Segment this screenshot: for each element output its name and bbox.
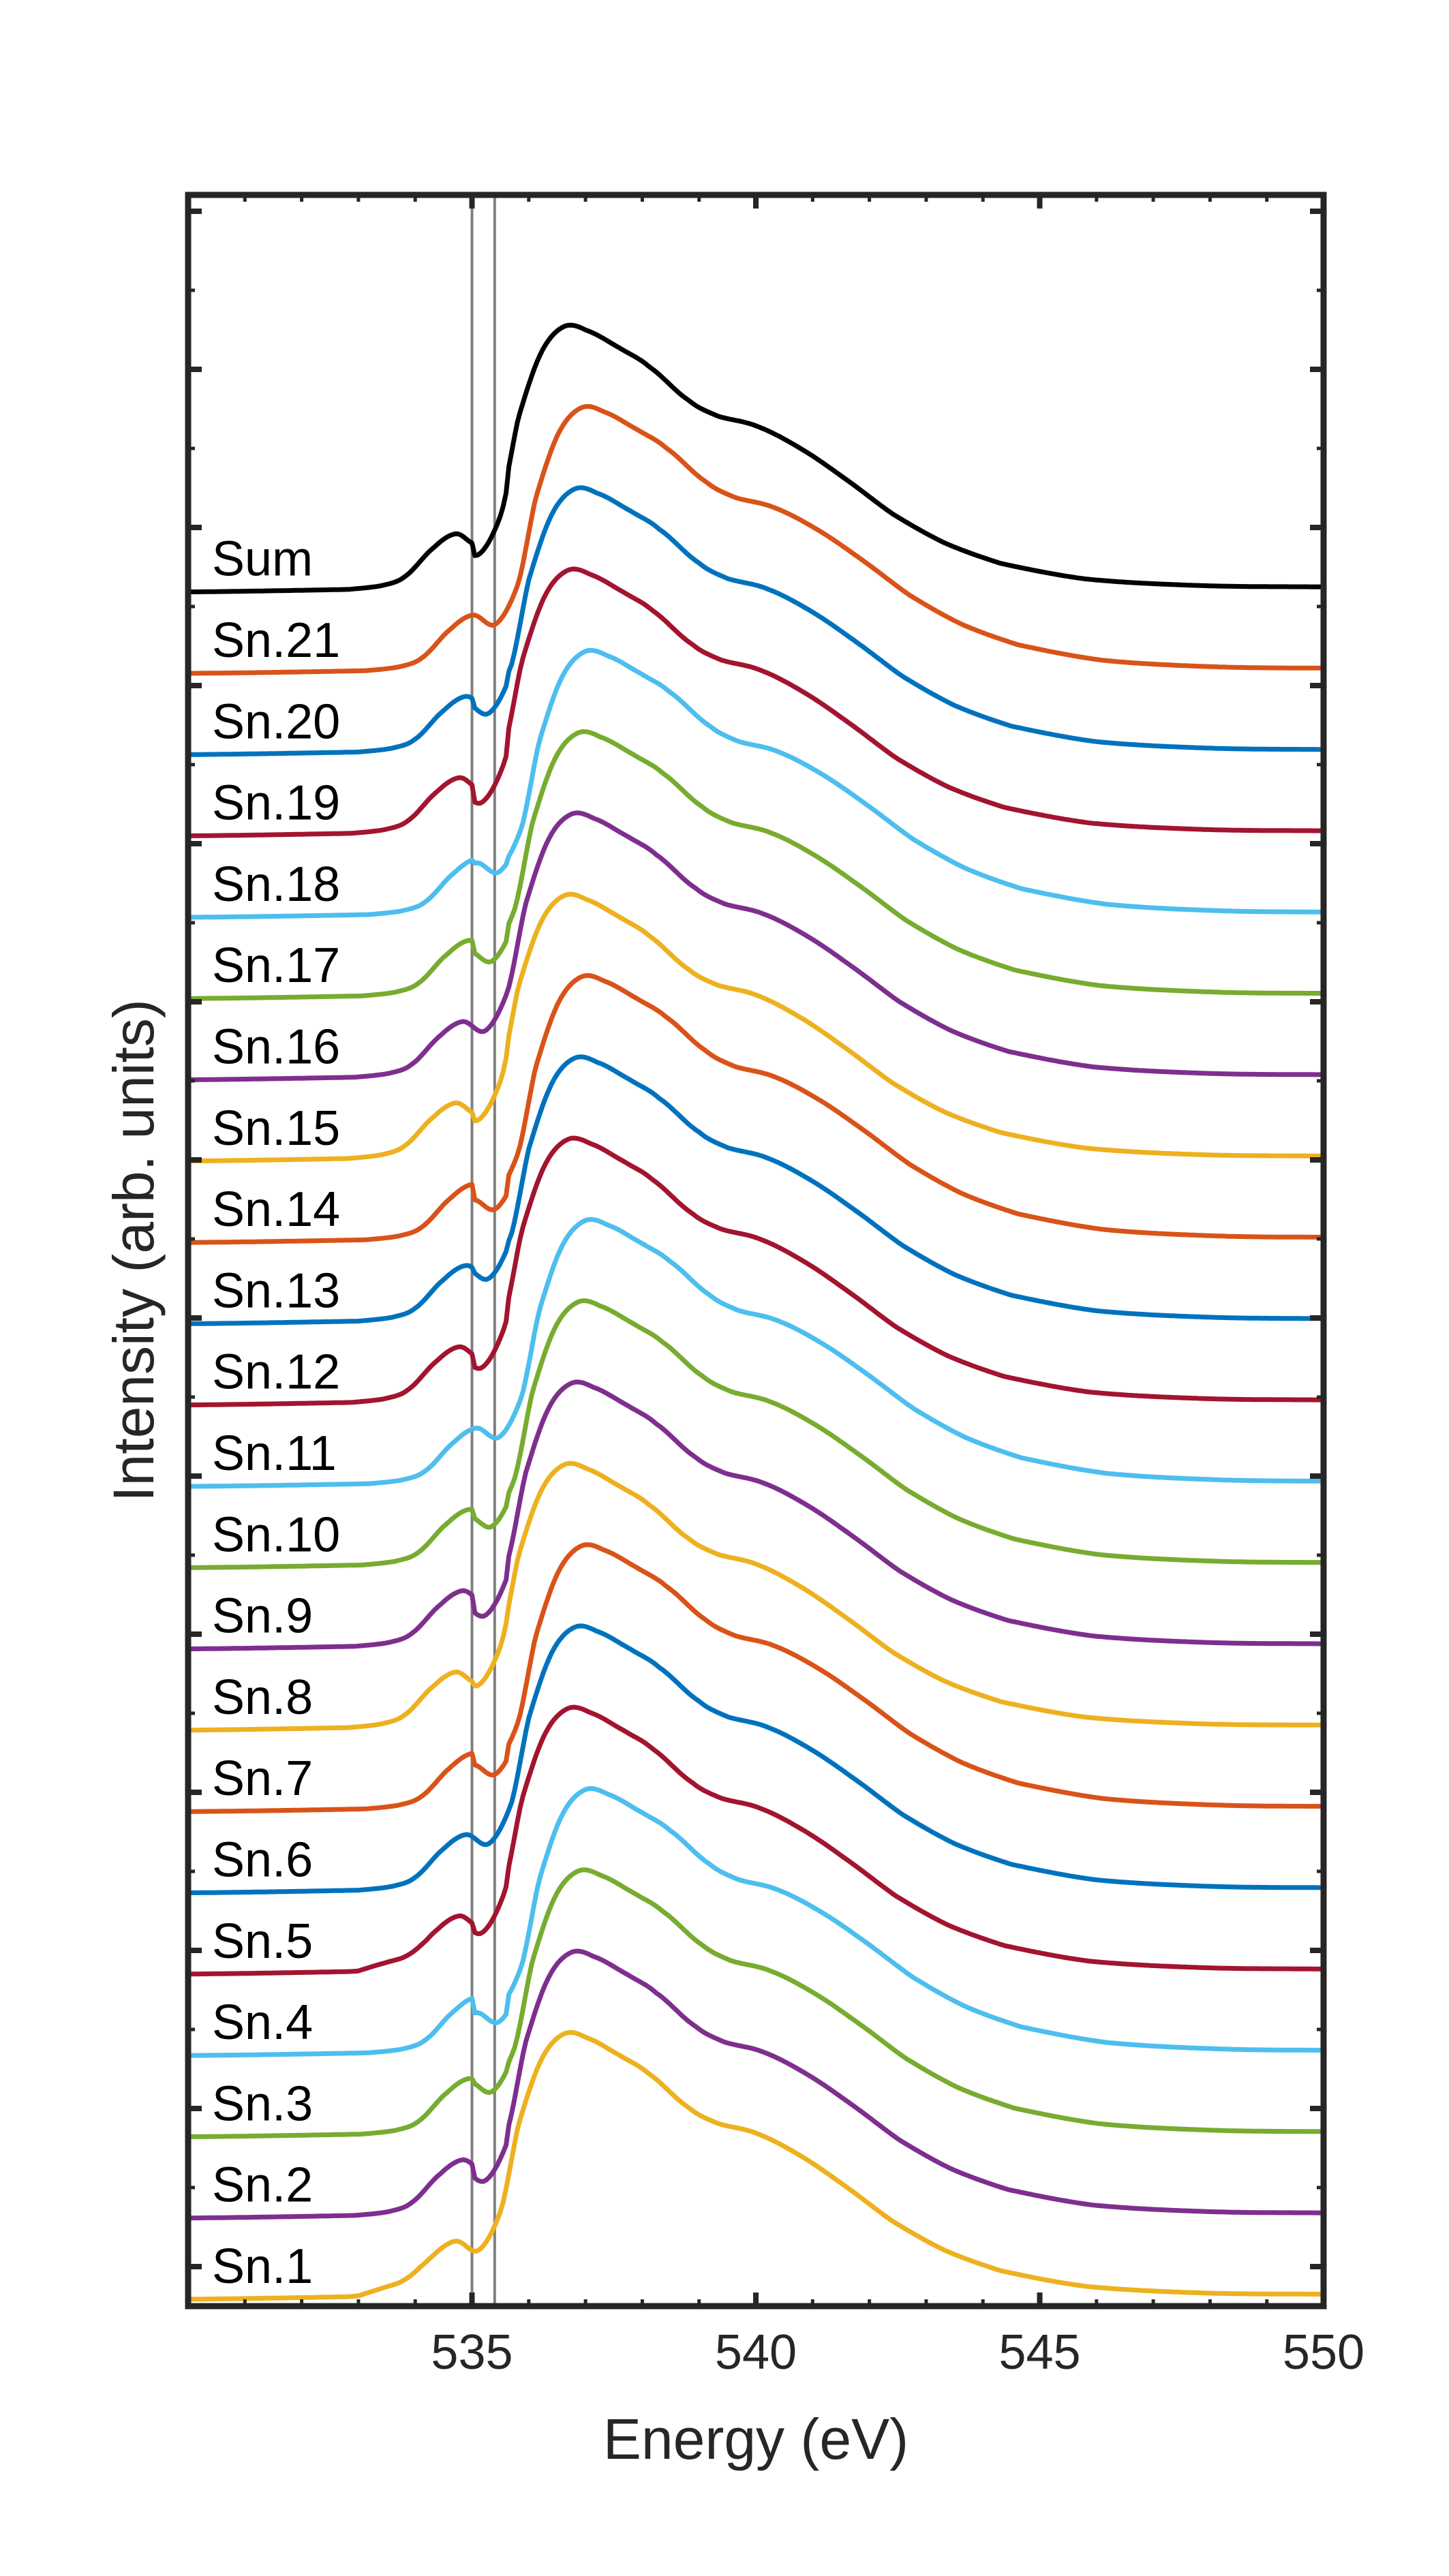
series-line-sn-18 bbox=[188, 647, 1324, 920]
series-line-sn-9 bbox=[187, 1379, 1324, 1652]
series-label-sn-4: Sn.4 bbox=[212, 1995, 313, 2050]
series-line-sn-11 bbox=[188, 1216, 1324, 1489]
x-tick-label-540: 540 bbox=[715, 2325, 797, 2380]
series-line-sn-2 bbox=[187, 1948, 1324, 2221]
series-label-sn-6: Sn.6 bbox=[212, 1833, 313, 1888]
series-line-sn-7 bbox=[188, 1542, 1324, 1814]
axis-ticks bbox=[188, 195, 1326, 2306]
series-label-group: Sn.1 Sn.2 Sn.3 Sn.4 Sn.5 Sn.6 Sn.7 Sn.8 Sn.9 Sn.1… bbox=[212, 532, 340, 2294]
series-line-sn-12 bbox=[188, 1135, 1324, 1408]
series-label-sn-7: Sn.7 bbox=[212, 1751, 313, 1806]
series-label-sn-21: Sn.21 bbox=[212, 613, 340, 668]
x-tick-labels: 535 540 545 550 bbox=[431, 2325, 1364, 2380]
series-line-sn-20 bbox=[188, 485, 1324, 757]
series-line-sn-17 bbox=[188, 729, 1324, 1001]
series-line-sum bbox=[187, 322, 1324, 595]
series-label-sn-13: Sn.13 bbox=[212, 1263, 340, 1318]
series-label-sn-20: Sn.20 bbox=[212, 694, 340, 749]
series-line-sn-16 bbox=[187, 810, 1324, 1082]
series-label-sn-16: Sn.16 bbox=[212, 1020, 340, 1075]
x-axis-label: Energy (eV) bbox=[603, 2407, 909, 2471]
series-label-sum: Sum bbox=[212, 532, 313, 587]
x-tick-label-545: 545 bbox=[998, 2325, 1080, 2380]
series-label-sn-18: Sn.18 bbox=[212, 857, 340, 912]
x-tick-label-550: 550 bbox=[1283, 2325, 1364, 2380]
series-label-sn-2: Sn.2 bbox=[212, 2158, 313, 2213]
series-label-sn-12: Sn.12 bbox=[212, 1345, 340, 1400]
series-label-sn-17: Sn.17 bbox=[212, 938, 340, 993]
series-line-sn-21 bbox=[188, 403, 1324, 676]
series-label-sn-3: Sn.3 bbox=[212, 2076, 313, 2131]
x-tick-label-535: 535 bbox=[431, 2325, 513, 2380]
plot-area bbox=[188, 195, 1324, 2306]
series-line-sn-19 bbox=[188, 566, 1324, 838]
series-line-sn-4 bbox=[188, 1785, 1324, 2058]
series-label-sn-19: Sn.19 bbox=[212, 776, 340, 831]
series-label-sn-11: Sn.11 bbox=[212, 1426, 337, 1481]
series-label-sn-14: Sn.14 bbox=[212, 1182, 340, 1237]
series-group bbox=[187, 322, 1324, 2302]
y-axis-label: Intensity (arb. units) bbox=[102, 999, 166, 1502]
series-line-sn-13 bbox=[188, 1054, 1324, 1326]
series-line-sn-3 bbox=[188, 1867, 1324, 2139]
series-label-sn-9: Sn.9 bbox=[212, 1589, 313, 1644]
series-label-sn-15: Sn.15 bbox=[212, 1101, 340, 1156]
series-line-sn-5 bbox=[188, 1704, 1324, 1977]
series-line-sn-6 bbox=[188, 1623, 1324, 1895]
series-line-sn-15 bbox=[187, 891, 1324, 1164]
series-label-sn-1: Sn.1 bbox=[212, 2239, 313, 2294]
series-label-sn-10: Sn.10 bbox=[212, 1507, 340, 1562]
series-label-sn-5: Sn.5 bbox=[212, 1914, 313, 1969]
series-line-sn-1 bbox=[187, 2029, 1324, 2302]
series-line-sn-8 bbox=[187, 1460, 1324, 1733]
series-line-sn-10 bbox=[188, 1298, 1324, 1570]
series-line-sn-14 bbox=[188, 973, 1324, 1245]
series-label-sn-8: Sn.8 bbox=[212, 1670, 313, 1725]
